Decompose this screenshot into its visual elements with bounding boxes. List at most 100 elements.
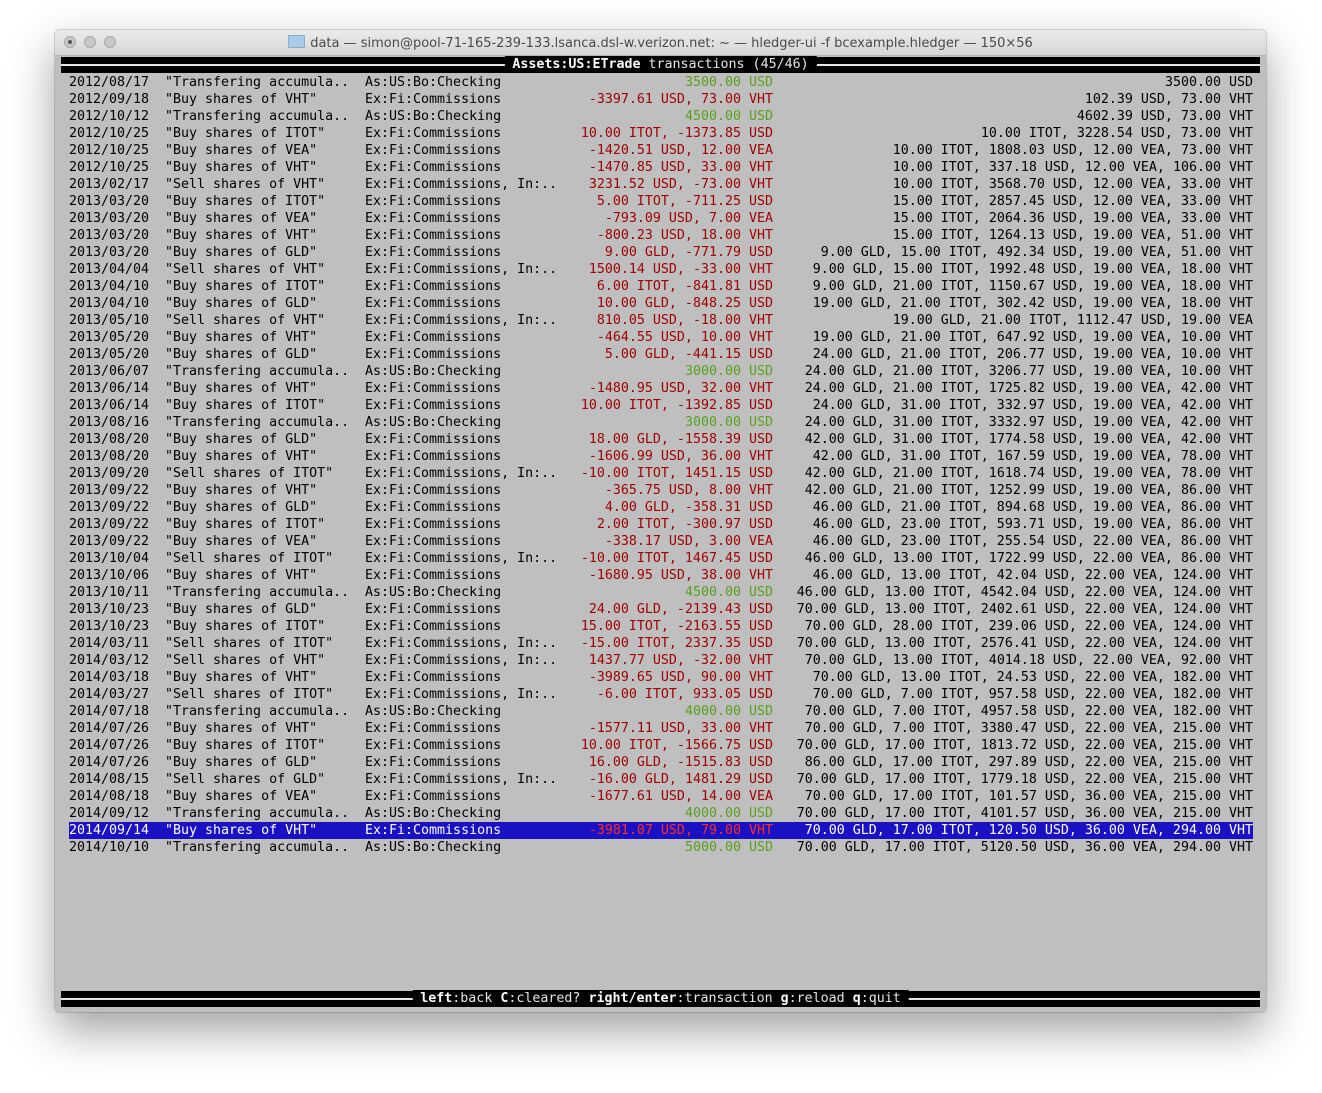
table-row[interactable]: 2013/09/22 "Buy shares of VEA" Ex:Fi:Commi… bbox=[69, 533, 1253, 550]
minimize-button[interactable] bbox=[84, 36, 96, 48]
table-row[interactable]: 2014/08/15 "Sell shares of GLD" Ex:Fi:Comm… bbox=[69, 771, 1253, 788]
table-row[interactable]: 2012/10/25 "Buy shares of VEA" Ex:Fi:Commi… bbox=[69, 142, 1253, 159]
change-amount: -3397.61 USD, 73.00 VHT bbox=[588, 92, 773, 107]
table-row[interactable]: 2013/08/20 "Buy shares of GLD" Ex:Fi:Commi… bbox=[69, 431, 1253, 448]
change-amount: 10.00 GLD, -848.25 USD bbox=[596, 296, 773, 311]
table-row[interactable]: 2013/08/20 "Buy shares of VHT" Ex:Fi:Commi… bbox=[69, 448, 1253, 465]
table-row[interactable]: 2013/09/22 "Buy shares of VHT" Ex:Fi:Commi… bbox=[69, 482, 1253, 499]
description: "Buy shares of ITOT" bbox=[165, 126, 326, 141]
description: "Buy shares of GLD" bbox=[165, 296, 318, 311]
table-row[interactable]: 2014/07/26 "Buy shares of ITOT" Ex:Fi:Comm… bbox=[69, 737, 1253, 754]
account: Ex:Fi:Commissions bbox=[365, 160, 502, 175]
change-amount: -1606.99 USD, 36.00 VHT bbox=[588, 449, 773, 464]
running-balance: 10.00 ITOT, 337.18 USD, 12.00 VEA, 106.0… bbox=[892, 160, 1253, 175]
running-balance: 70.00 GLD, 7.00 ITOT, 4957.58 USD, 22.00… bbox=[804, 704, 1253, 719]
table-row[interactable]: 2013/10/23 "Buy shares of GLD" Ex:Fi:Commi… bbox=[69, 601, 1253, 618]
table-row[interactable]: 2013/03/20 "Buy shares of ITOT" Ex:Fi:Comm… bbox=[69, 193, 1253, 210]
account: Ex:Fi:Commissions bbox=[365, 211, 502, 226]
table-row[interactable]: 2012/10/12 "Transfering accumula.. As:US:B… bbox=[69, 108, 1253, 125]
running-balance: 24.00 GLD, 21.00 ITOT, 3206.77 USD, 19.0… bbox=[804, 364, 1253, 379]
table-row[interactable]: 2014/08/18 "Buy shares of VEA" Ex:Fi:Commi… bbox=[69, 788, 1253, 805]
table-row[interactable]: 2014/09/12 "Transfering accumula.. As:US:B… bbox=[69, 805, 1253, 822]
date: 2013/08/16 bbox=[69, 415, 150, 430]
change-amount: -10.00 ITOT, 1451.15 USD bbox=[580, 466, 773, 481]
date: 2013/03/20 bbox=[69, 228, 150, 243]
account: Ex:Fi:Commissions bbox=[365, 330, 502, 345]
table-row[interactable]: 2013/10/04 "Sell shares of ITOT" Ex:Fi:Com… bbox=[69, 550, 1253, 567]
table-row[interactable]: 2013/05/20 "Buy shares of GLD" Ex:Fi:Commi… bbox=[69, 346, 1253, 363]
table-row[interactable]: 2013/09/22 "Buy shares of GLD" Ex:Fi:Commi… bbox=[69, 499, 1253, 516]
description: "Transfering accumula.. bbox=[165, 75, 350, 90]
table-row[interactable]: 2013/08/16 "Transfering accumula.. As:US:B… bbox=[69, 414, 1253, 431]
table-row[interactable]: 2013/06/14 "Buy shares of ITOT" Ex:Fi:Comm… bbox=[69, 397, 1253, 414]
close-button[interactable] bbox=[64, 36, 76, 48]
date: 2013/09/20 bbox=[69, 466, 150, 481]
terminal-window: data — simon@pool-71-165-239-133.lsanca.… bbox=[55, 30, 1266, 1012]
table-row[interactable]: 2014/03/27 "Sell shares of ITOT" Ex:Fi:Com… bbox=[69, 686, 1253, 703]
change-amount: 3000.00 USD bbox=[684, 364, 773, 379]
description: "Sell shares of ITOT" bbox=[165, 551, 334, 566]
running-balance: 19.00 GLD, 21.00 ITOT, 302.42 USD, 19.00… bbox=[812, 296, 1253, 311]
account: Ex:Fi:Commissions bbox=[365, 347, 502, 362]
table-row[interactable]: 2012/08/17 "Transfering accumula.. As:US:B… bbox=[69, 74, 1253, 91]
table-row[interactable]: 2012/10/25 "Buy shares of ITOT" Ex:Fi:Comm… bbox=[69, 125, 1253, 142]
table-row[interactable]: 2014/03/18 "Buy shares of VHT" Ex:Fi:Commi… bbox=[69, 669, 1253, 686]
date: 2013/10/23 bbox=[69, 619, 150, 634]
date: 2014/10/10 bbox=[69, 840, 150, 855]
header-account: Assets:US:ETrade bbox=[512, 57, 641, 72]
table-row[interactable]: 2013/09/20 "Sell shares of ITOT" Ex:Fi:Com… bbox=[69, 465, 1253, 482]
running-balance: 19.00 GLD, 21.00 ITOT, 1112.47 USD, 19.0… bbox=[892, 313, 1253, 328]
table-row[interactable]: 2013/03/20 "Buy shares of GLD" Ex:Fi:Commi… bbox=[69, 244, 1253, 261]
table-row[interactable]: 2013/06/07 "Transfering accumula.. As:US:B… bbox=[69, 363, 1253, 380]
table-row[interactable]: 2012/09/18 "Buy shares of VHT" Ex:Fi:Commi… bbox=[69, 91, 1253, 108]
running-balance: 46.00 GLD, 13.00 ITOT, 42.04 USD, 22.00 … bbox=[812, 568, 1253, 583]
change-amount: -3981.07 USD, 79.00 VHT bbox=[588, 823, 773, 838]
terminal-screen[interactable]: Assets:US:ETrade transactions (45/46) 20… bbox=[61, 56, 1260, 1008]
table-row[interactable]: 2014/03/12 "Sell shares of VHT" Ex:Fi:Comm… bbox=[69, 652, 1253, 669]
running-balance: 70.00 GLD, 7.00 ITOT, 957.58 USD, 22.00 … bbox=[812, 687, 1253, 702]
key-action: reload bbox=[796, 991, 845, 1006]
table-row[interactable]: 2013/04/10 "Buy shares of GLD" Ex:Fi:Commi… bbox=[69, 295, 1253, 312]
table-row[interactable]: 2013/09/22 "Buy shares of ITOT" Ex:Fi:Comm… bbox=[69, 516, 1253, 533]
table-row[interactable]: 2013/05/20 "Buy shares of VHT" Ex:Fi:Commi… bbox=[69, 329, 1253, 346]
table-row[interactable]: 2014/03/11 "Sell shares of ITOT" Ex:Fi:Com… bbox=[69, 635, 1253, 652]
change-amount: -6.00 ITOT, 933.05 USD bbox=[596, 687, 773, 702]
table-row[interactable]: 2014/10/10 "Transfering accumula.. As:US:B… bbox=[69, 839, 1253, 856]
running-balance: 15.00 ITOT, 1264.13 USD, 19.00 VEA, 51.0… bbox=[892, 228, 1253, 243]
date: 2013/10/23 bbox=[69, 602, 150, 617]
account: As:US:Bo:Checking bbox=[365, 415, 502, 430]
table-row[interactable]: 2013/03/20 "Buy shares of VEA" Ex:Fi:Commi… bbox=[69, 210, 1253, 227]
account: Ex:Fi:Commissions bbox=[365, 432, 502, 447]
date: 2014/08/15 bbox=[69, 772, 150, 787]
description: "Transfering accumula.. bbox=[165, 704, 350, 719]
description: "Buy shares of GLD" bbox=[165, 602, 318, 617]
key-name: right/enter bbox=[588, 991, 677, 1006]
change-amount: -464.55 USD, 10.00 VHT bbox=[596, 330, 773, 345]
table-row-selected[interactable]: 2014/09/14 "Buy shares of VHT" Ex:Fi:Commi… bbox=[69, 822, 1253, 839]
table-row[interactable]: 2013/04/04 "Sell shares of VHT" Ex:Fi:Comm… bbox=[69, 261, 1253, 278]
table-row[interactable]: 2013/06/14 "Buy shares of VHT" Ex:Fi:Commi… bbox=[69, 380, 1253, 397]
table-row[interactable]: 2013/04/10 "Buy shares of ITOT" Ex:Fi:Comm… bbox=[69, 278, 1253, 295]
table-row[interactable]: 2013/03/20 "Buy shares of VHT" Ex:Fi:Commi… bbox=[69, 227, 1253, 244]
zoom-button[interactable] bbox=[104, 36, 116, 48]
table-row[interactable]: 2013/10/23 "Buy shares of ITOT" Ex:Fi:Comm… bbox=[69, 618, 1253, 635]
change-amount: 15.00 ITOT, -2163.55 USD bbox=[580, 619, 773, 634]
window-title-container: data — simon@pool-71-165-239-133.lsanca.… bbox=[55, 35, 1266, 51]
table-row[interactable]: 2013/05/10 "Sell shares of VHT" Ex:Fi:Comm… bbox=[69, 312, 1253, 329]
table-row[interactable]: 2014/07/26 "Buy shares of VHT" Ex:Fi:Commi… bbox=[69, 720, 1253, 737]
account: Ex:Fi:Commissions bbox=[365, 92, 502, 107]
change-amount: 9.00 GLD, -771.79 USD bbox=[604, 245, 773, 260]
account: Ex:Fi:Commissions bbox=[365, 143, 502, 158]
change-amount: 4500.00 USD bbox=[684, 585, 773, 600]
table-row[interactable]: 2012/10/25 "Buy shares of VHT" Ex:Fi:Commi… bbox=[69, 159, 1253, 176]
table-row[interactable]: 2013/02/17 "Sell shares of VHT" Ex:Fi:Comm… bbox=[69, 176, 1253, 193]
key-action: cleared? bbox=[516, 991, 581, 1006]
date: 2013/10/06 bbox=[69, 568, 150, 583]
table-row[interactable]: 2013/10/06 "Buy shares of VHT" Ex:Fi:Commi… bbox=[69, 567, 1253, 584]
table-row[interactable]: 2013/10/11 "Transfering accumula.. As:US:B… bbox=[69, 584, 1253, 601]
table-row[interactable]: 2014/07/26 "Buy shares of GLD" Ex:Fi:Commi… bbox=[69, 754, 1253, 771]
table-row[interactable]: 2014/07/18 "Transfering accumula.. As:US:B… bbox=[69, 703, 1253, 720]
change-amount: -1680.95 USD, 38.00 VHT bbox=[588, 568, 773, 583]
date: 2013/05/10 bbox=[69, 313, 150, 328]
account: Ex:Fi:Commissions bbox=[365, 602, 502, 617]
